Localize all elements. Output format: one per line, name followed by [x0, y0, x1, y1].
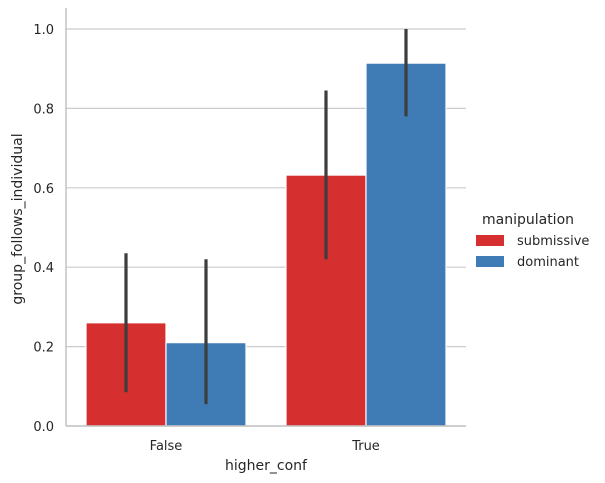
y-tick-label: 0.4	[33, 261, 54, 276]
axes	[65, 8, 466, 427]
y-tick-label: 0.2	[33, 341, 54, 356]
y-tick-label: 0.6	[33, 182, 54, 197]
bars	[85, 62, 447, 427]
y-tick-label: 0.0	[33, 420, 54, 435]
x-axis-label: higher_conf	[225, 458, 308, 474]
bar-dominant-True	[365, 62, 447, 427]
legend-swatch-submissive	[476, 235, 504, 246]
legend-label-dominant: dominant	[517, 255, 579, 270]
legend-swatch-dominant	[476, 256, 504, 267]
y-axis-label: group_follows_individual	[10, 133, 26, 304]
legend: manipulation submissive dominant	[476, 212, 589, 270]
x-tick-labels: False True	[150, 439, 380, 454]
x-tick-label: False	[150, 439, 183, 454]
legend-title: manipulation	[482, 212, 574, 228]
y-tick-label: 1.0	[33, 23, 54, 38]
y-tick-labels: 0.0 0.2 0.4 0.6 0.8 1.0	[33, 23, 54, 435]
legend-label-submissive: submissive	[517, 234, 589, 249]
y-tick-label: 0.8	[33, 102, 54, 117]
x-tick-label: True	[351, 439, 380, 454]
error-bars	[124, 29, 408, 405]
